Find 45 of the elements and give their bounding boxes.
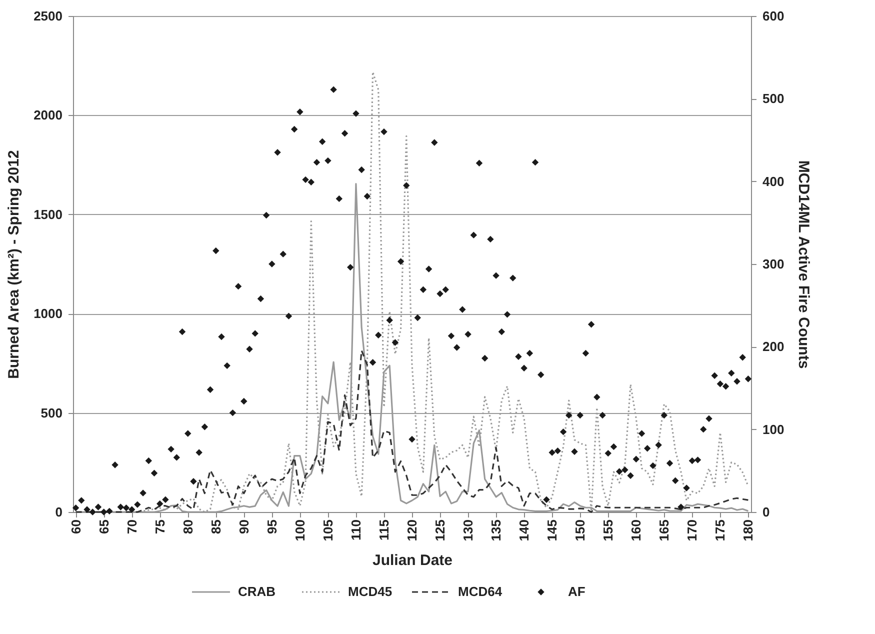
x-tick-label: 180 — [740, 520, 756, 542]
x-tick-label: 130 — [460, 520, 476, 542]
x-tick-label: 175 — [712, 520, 728, 542]
x-tick-label: 85 — [208, 520, 224, 534]
legend-label: MCD64 — [458, 584, 503, 599]
x-tick-label: 70 — [124, 520, 140, 534]
y-axis-title: Burned Area (km²) - Spring 2012 — [6, 150, 23, 379]
x-tick-label: 75 — [152, 520, 168, 534]
x-tick-label: 115 — [376, 520, 392, 540]
x-tick-label: 155 — [600, 520, 616, 542]
x-axis-title: Julian Date — [372, 552, 453, 570]
y2-axis-title: MCD14ML Active Fire Counts — [795, 160, 812, 369]
y2-tick-label: 600 — [762, 8, 784, 24]
y2-tick-label: 0 — [762, 504, 770, 520]
x-tick-label: 125 — [432, 520, 448, 542]
y-tick-label: 500 — [40, 405, 62, 420]
legend-label: MCD45 — [348, 584, 392, 599]
y2-tick-label: 200 — [762, 339, 784, 354]
x-tick-label: 170 — [684, 520, 700, 542]
x-tick-label: 140 — [516, 520, 532, 542]
y-tick-label: 1500 — [34, 206, 62, 222]
y2-tick-label: 100 — [762, 422, 784, 437]
y2-tick-label: 500 — [762, 91, 784, 106]
x-tick-label: 135 — [488, 520, 504, 542]
x-tick-label: 165 — [656, 520, 672, 542]
x-tick-label: 60 — [68, 520, 84, 534]
y2-tick-label: 400 — [762, 174, 784, 189]
legend-label: CRAB — [238, 584, 276, 599]
x-tick-label: 90 — [236, 520, 252, 534]
x-tick-label: 105 — [320, 520, 336, 542]
x-tick-label: 100 — [292, 520, 308, 542]
y2-tick-label: 300 — [762, 256, 784, 272]
x-tick-label: 120 — [404, 520, 420, 542]
legend-label: AF — [568, 584, 586, 599]
x-tick-label: 150 — [572, 520, 588, 542]
y-tick-label: 1000 — [34, 306, 62, 322]
x-tick-label: 145 — [544, 520, 560, 542]
x-tick-label: 80 — [180, 520, 196, 534]
y-tick-label: 0 — [55, 504, 62, 520]
y-tick-label: 2000 — [34, 108, 62, 123]
x-tick-label: 110 — [348, 520, 364, 540]
x-tick-label: 95 — [264, 520, 280, 534]
y-tick-label: 2500 — [34, 8, 62, 24]
x-tick-label: 160 — [628, 520, 644, 542]
x-tick-label: 65 — [96, 520, 112, 534]
